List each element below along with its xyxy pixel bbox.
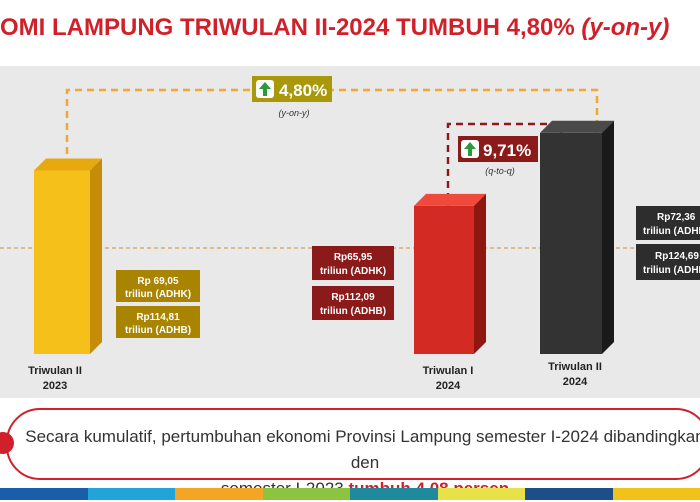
- label-adhk-1-line2: triliun (ADHK): [125, 289, 191, 300]
- bar-2-top: [414, 194, 486, 206]
- stripe-segment: [350, 488, 438, 500]
- category-year-1: 2023: [43, 380, 67, 392]
- yoy-value: 4,80%: [279, 81, 327, 100]
- label-adhk-1-line1: Rp 69,05: [137, 276, 179, 287]
- stripe-segment: [438, 488, 526, 500]
- category-label-2: Triwulan I: [423, 365, 474, 377]
- bar-1-side: [90, 159, 102, 354]
- label-adhk-3-line1: Rp72,36: [657, 212, 696, 223]
- bar-1: [34, 171, 90, 354]
- bar-3: [540, 133, 602, 354]
- label-adhb-2-line2: triliun (ADHB): [320, 306, 386, 317]
- summary-line-1: Secara kumulatif, pertumbuhan ekonomi Pr…: [20, 424, 700, 476]
- category-year-3: 2024: [563, 376, 588, 388]
- yoy-caption: (y-on-y): [279, 108, 310, 118]
- label-adhb-1-line1: Rp114,81: [136, 312, 180, 323]
- growth-chart: 4,80% (y-on-y) 9,71% (q-to-q) Triwulan I…: [0, 0, 700, 400]
- bar-3-side: [602, 121, 614, 354]
- label-adhb-3-line1: Rp124,69: [655, 251, 699, 262]
- bar-3-top: [540, 121, 614, 133]
- stripe-segment: [613, 488, 700, 500]
- label-adhb-2-line1: Rp112,09: [331, 292, 375, 303]
- stripe-segment: [88, 488, 176, 500]
- label-adhb-3-line2: triliun (ADHK: [643, 265, 700, 276]
- bar-2: [414, 206, 474, 354]
- label-adhb-1-line2: triliun (ADHB): [125, 325, 191, 336]
- qoq-value: 9,71%: [483, 141, 531, 160]
- label-adhk-3-line2: triliun (ADHK: [643, 226, 700, 237]
- stripe-segment: [525, 488, 613, 500]
- qoq-caption: (q-to-q): [485, 166, 515, 176]
- summary-note: Secara kumulatif, pertumbuhan ekonomi Pr…: [6, 408, 700, 480]
- category-label-1: Triwulan II: [28, 365, 82, 377]
- stripe-segment: [263, 488, 351, 500]
- label-adhk-2-line1: Rp65,95: [334, 252, 373, 263]
- category-year-2: 2024: [436, 380, 461, 392]
- stripe-segment: [0, 488, 88, 500]
- color-stripe-bar: [0, 488, 700, 500]
- stripe-segment: [175, 488, 263, 500]
- label-adhk-2-line2: triliun (ADHK): [320, 266, 386, 277]
- bar-2-side: [474, 194, 486, 354]
- category-label-3: Triwulan II: [548, 361, 602, 373]
- bullet-dot-icon: [0, 432, 14, 454]
- yoy-connector: [67, 90, 597, 178]
